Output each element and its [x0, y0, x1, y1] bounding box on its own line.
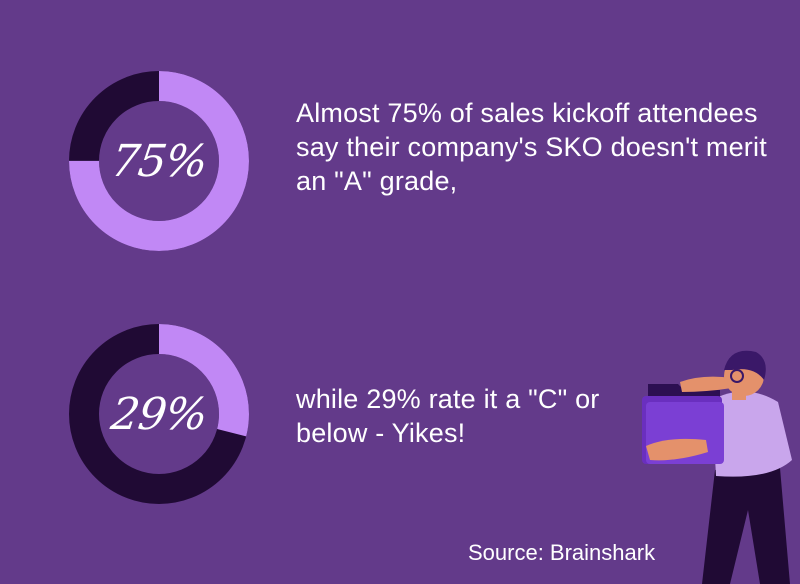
donut-label: 29% [108, 388, 210, 440]
donut-label: 75% [108, 135, 210, 187]
source-credit: Source: Brainshark [468, 540, 656, 565]
arm [760, 410, 784, 458]
donut-chart-75: 75% [64, 66, 254, 256]
donut-chart-29: 29% [64, 319, 254, 509]
hand-top [680, 376, 732, 392]
person-with-box-illustration [642, 350, 792, 584]
donut-svg [69, 71, 249, 251]
glasses [730, 369, 744, 383]
hand-bottom [646, 438, 708, 461]
stat-text-1: Almost 75% of sales kickoff attendees sa… [296, 98, 767, 196]
stat-text-2: while 29% rate it a "C" or below - Yikes… [296, 384, 600, 448]
pants [702, 468, 790, 584]
donut-svg [69, 324, 249, 504]
hair [724, 350, 766, 380]
donut-value-segment [69, 71, 249, 251]
donut-value-segment [69, 324, 249, 504]
